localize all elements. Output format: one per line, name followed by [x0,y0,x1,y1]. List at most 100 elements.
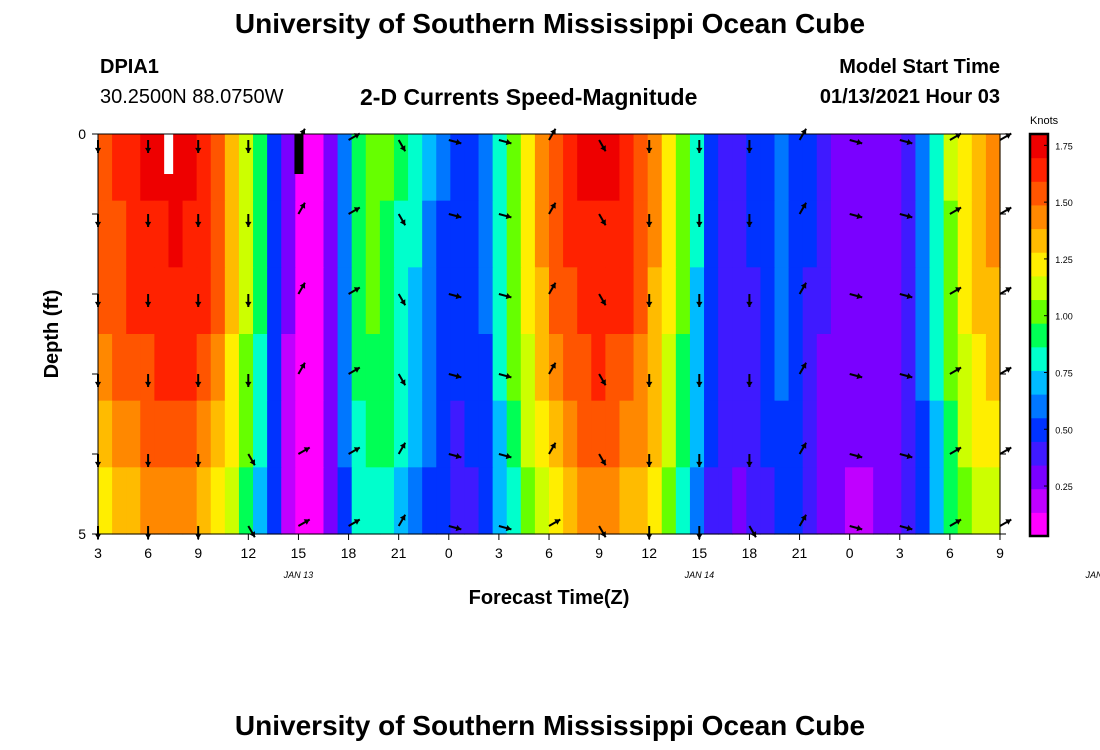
heatmap-cell [718,134,733,202]
heatmap-cell [281,134,296,202]
heatmap-cell [830,267,846,335]
arrow-head [696,461,703,467]
colorbar-frame [1028,132,1050,538]
heatmap-cell [168,467,184,535]
x-tick-label: 6 [144,545,152,561]
heatmap-cell [337,334,353,402]
heatmap-cell [633,334,649,402]
station-coordinates: 30.2500N 88.0750W [100,86,284,108]
arrow-head [399,514,406,521]
heatmap-cell [224,200,240,268]
heatmap-cell [943,400,959,468]
heatmap-cell [379,134,395,202]
current-vector-arrow [598,213,607,226]
heatmap-cell [112,200,127,268]
heatmap-cell [873,134,888,202]
heatmap-cell [873,334,888,402]
colorbar-tick-label: 0.50 [1055,425,1073,435]
heatmap-cell [704,334,719,402]
arrow-head [955,287,962,293]
heatmap-cell [774,200,790,268]
heatmap-cell [549,134,564,202]
colorbar-segment [1030,394,1048,419]
y-axis-label: Depth (ft) [41,290,63,379]
heatmap-cell [619,134,635,202]
arrow-head [800,514,807,521]
x-axis-ticks: 3 6 9 12 15 18 21 0 3 6 9 12 15 18 21 0 3 6 9 [94,534,1004,561]
heatmap-cell [506,134,522,202]
heatmap-cell [985,200,1001,268]
current-vector-arrow [949,366,962,375]
current-vector-arrow [746,214,753,227]
heatmap-cell [929,200,945,268]
date-label: JAN 14 [684,570,715,580]
arrow-head [800,442,807,449]
heatmap-cell [718,467,733,535]
date-labels: JAN 13 JAN 14 JAN 15 [283,570,1100,580]
heatmap-cell [859,200,874,268]
heatmap-cell [873,400,888,468]
heatmap-cell [393,200,409,268]
heatmap-cell [760,200,776,268]
heatmap-cell [929,467,945,535]
heatmap-cell [140,200,155,268]
current-vector-arrow [899,213,913,220]
arrow-head [550,442,556,449]
heatmap-cell [238,267,254,335]
current-vector-arrow [448,139,462,146]
heatmap-cell [830,334,846,402]
heatmap-cell [309,134,325,202]
heatmap-cell [281,200,296,268]
heatmap-cell [154,267,170,335]
heatmap-cell [337,400,353,468]
heatmap-cell [520,467,536,535]
heatmap-cell [901,267,917,335]
heatmap-cell [816,467,832,535]
heatmap-cell [253,400,268,468]
heatmap-cell [323,134,339,202]
heatmap-cell [957,334,973,402]
heatmap-cell [887,334,902,402]
arrow-head [399,219,406,226]
heatmap-cell [830,200,846,268]
heatmap-cell [915,134,931,202]
heatmap-cell [943,200,959,268]
heatmap-cell [140,467,155,535]
x-tick-label: 21 [792,545,808,561]
heatmap-cell [591,134,606,202]
current-vector-arrow [145,140,152,153]
heatmap-cell [689,334,705,402]
heatmap-cell [337,267,353,335]
heatmap-cell [689,467,705,535]
heatmap-cell [971,400,987,468]
heatmap-cell [929,334,945,402]
current-vector-arrow [999,446,1012,455]
current-vector-arrow [448,213,462,220]
heatmap-cell [422,400,437,468]
arrow-head [353,367,360,373]
missing-data-column [294,134,304,174]
heatmap-cell [760,467,776,535]
heatmap-cell [619,334,635,402]
x-tick-label: 9 [194,545,202,561]
x-tick-label: 6 [545,545,553,561]
heatmap-cell [422,467,437,535]
arrow-head [455,525,462,532]
current-vector-arrow [798,442,807,455]
heatmap-cell [379,400,395,468]
current-vector-arrow [245,294,252,307]
arrow-head [955,133,962,139]
arrow-head [455,293,462,300]
heatmap-cell [887,400,902,468]
heatmap-cell [436,467,451,535]
current-vector-arrow [145,214,152,227]
arrow-head [1005,367,1012,373]
arrow-head [455,139,462,146]
current-vector-arrow [247,453,256,466]
heatmap-cell [802,134,818,202]
heatmap-cell [450,267,466,335]
current-vector-arrow [397,442,407,455]
heatmap-cell [182,267,198,335]
heatmap-cell [309,267,325,335]
heatmap-cell [126,200,141,268]
